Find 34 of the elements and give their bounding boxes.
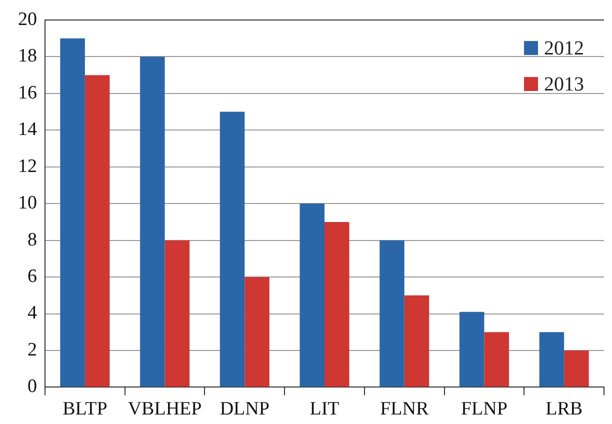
bar xyxy=(140,56,165,387)
legend-label: 2013 xyxy=(544,73,584,96)
y-tick-label: 20 xyxy=(18,8,37,30)
bar xyxy=(220,112,245,387)
y-tick-label: 0 xyxy=(28,376,37,398)
bar xyxy=(60,38,85,387)
x-tick-label: FLNR xyxy=(380,398,429,420)
x-tick-label: LIT xyxy=(310,398,340,420)
bar xyxy=(244,277,270,387)
y-tick-label: 4 xyxy=(28,302,38,324)
bar xyxy=(459,312,484,387)
x-tick-label: DLNP xyxy=(220,398,270,420)
bar xyxy=(164,240,190,387)
bar xyxy=(380,240,404,387)
x-tick-label: BLTP xyxy=(62,398,108,420)
y-tick-label: 6 xyxy=(28,266,37,288)
y-tick-label: 10 xyxy=(18,192,37,214)
y-tick-label: 12 xyxy=(18,156,37,177)
y-tick-label: 14 xyxy=(18,119,38,140)
x-tick-label: FLNP xyxy=(460,398,508,420)
x-tick-label: LRB xyxy=(546,398,583,420)
y-tick-label: 8 xyxy=(28,229,37,250)
bar xyxy=(539,332,564,387)
y-tick-label: 18 xyxy=(18,46,37,67)
y-tick-label: 2 xyxy=(28,339,37,360)
bar xyxy=(404,295,430,387)
bar xyxy=(324,222,350,387)
bar xyxy=(564,350,589,387)
y-tick-label: 16 xyxy=(18,82,37,104)
bar xyxy=(84,75,110,387)
x-tick-label: VBLHEP xyxy=(128,398,202,420)
bar xyxy=(300,204,324,387)
legend-label: 2012 xyxy=(544,37,584,60)
bar xyxy=(484,332,509,387)
